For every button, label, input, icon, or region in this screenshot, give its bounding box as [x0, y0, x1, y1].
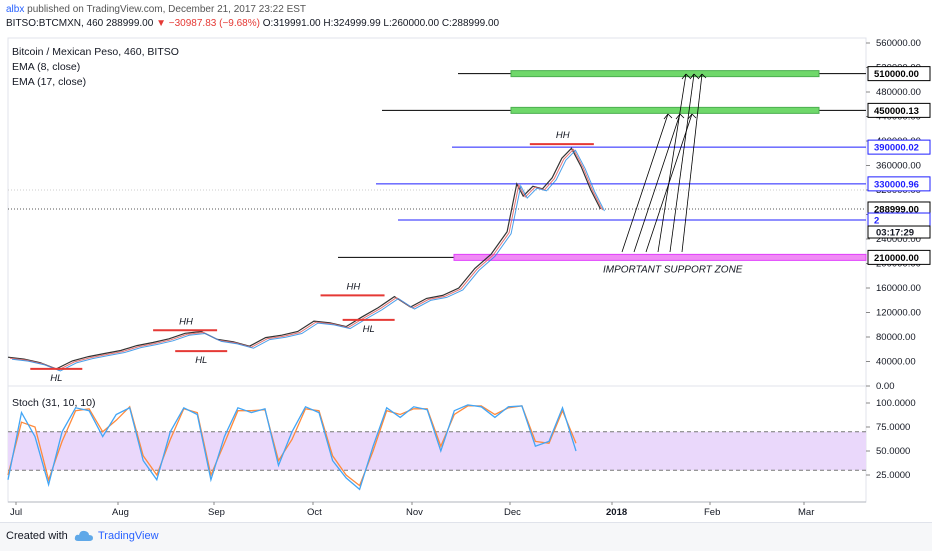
- projection-arrowhead: [697, 73, 707, 80]
- projection-arrow: [633, 113, 681, 253]
- projection-arrowhead: [663, 113, 673, 120]
- swing-label-hh: HH: [556, 130, 570, 141]
- price-tag-label: 210000.00: [874, 253, 919, 264]
- stoch-d-line: [7, 405, 577, 487]
- swing-label-hl: HL: [195, 355, 207, 366]
- publish-info: albx published on TradingView.com, Decem…: [6, 4, 306, 15]
- target-zone-upper: [510, 70, 820, 78]
- time-axis-label: 2018: [606, 507, 627, 518]
- price-axis-label: 240000.00: [876, 234, 921, 245]
- price-axis-label: 480000.00: [876, 87, 921, 98]
- price-tag-label: 330000.96: [874, 179, 919, 190]
- price-tag-box: [867, 249, 931, 265]
- down-arrow-icon: ▼: [156, 18, 166, 29]
- price-axis-label: 360000.00: [876, 161, 921, 172]
- price-axis-label: 0.00: [876, 381, 895, 392]
- published-text: published on TradingView.com, December 2…: [27, 4, 307, 15]
- projection-arrow: [657, 73, 687, 253]
- quote-bar: BITSO:BTCMXN, 460 288999.00 ▼ −30987.83 …: [6, 18, 499, 29]
- price-axis-label: 40000.00: [876, 357, 916, 368]
- footer-bar: Created with TradingView: [0, 522, 932, 551]
- low-value: L:260000.00: [383, 18, 440, 29]
- symbol-label: BITSO:BTCMXN, 460: [6, 18, 104, 29]
- close-value: C:288999.00: [441, 18, 500, 29]
- price-line: [7, 147, 602, 370]
- stoch-legend[interactable]: Stoch (31, 10, 10): [12, 397, 96, 409]
- price-tag-box: [867, 176, 931, 192]
- time-axis-label: Jul: [10, 507, 22, 518]
- high-value: H:324999.99: [323, 18, 381, 29]
- stoch-axis-label: 25.0000: [876, 470, 910, 481]
- price-tag-label: 450000.13: [874, 106, 919, 117]
- price-axis-label: 560000.00: [876, 38, 921, 49]
- swing-label-hh: HH: [179, 316, 193, 327]
- price-tag-label: 390000.02: [874, 143, 919, 154]
- change-value: −30987.83 (−9.68%): [168, 18, 260, 29]
- author-link[interactable]: albx: [6, 4, 25, 15]
- stoch-axis-label: 75.0000: [876, 422, 910, 433]
- ema17-legend[interactable]: EMA (17, close): [12, 76, 87, 88]
- price-pane-frame: [7, 37, 867, 387]
- price-tag-label: 2: [874, 216, 879, 227]
- swing-label-hh: HH: [347, 281, 361, 292]
- swing-label-hl: HL: [363, 324, 375, 335]
- price-tag-label: 288999.00: [874, 204, 919, 215]
- time-axis-label: Mar: [798, 507, 814, 518]
- stoch-k-line: [7, 404, 577, 491]
- price-axis-label: 160000.00: [876, 283, 921, 294]
- created-with-label: Created with: [6, 530, 68, 542]
- tradingview-cloud-icon: [74, 530, 93, 541]
- open-value: O:319991.00: [262, 18, 321, 29]
- time-axis-label: Sep: [208, 507, 225, 518]
- time-axis-label: Feb: [704, 507, 720, 518]
- target-zone-lower: [510, 106, 820, 114]
- chart-canvas[interactable]: 560000.00520000.00480000.00440000.004000…: [0, 0, 932, 522]
- swing-label-hl: HL: [50, 373, 62, 384]
- stoch-axis-label: 100.0000: [876, 398, 916, 409]
- projection-arrow: [669, 73, 695, 253]
- stoch-axis-label: 50.0000: [876, 446, 910, 457]
- countdown-box: [867, 225, 931, 239]
- price-axis-label: 80000.00: [876, 332, 916, 343]
- projection-arrowhead: [687, 113, 697, 120]
- projection-arrowhead: [681, 73, 691, 80]
- price-tag-label: 510000.00: [874, 69, 919, 80]
- projection-arrow: [681, 73, 703, 253]
- support-zone-label: IMPORTANT SUPPORT ZONE: [603, 264, 743, 275]
- price-tag-box: [867, 66, 931, 82]
- ema8-legend[interactable]: EMA (8, close): [12, 61, 81, 73]
- time-axis-label: Dec: [504, 507, 521, 518]
- time-axis-label: Oct: [307, 507, 322, 518]
- time-axis-label: Aug: [112, 507, 129, 518]
- price-tag-box: [867, 102, 931, 118]
- projection-arrowhead: [689, 73, 699, 80]
- price-tag-box: [867, 139, 931, 155]
- ema17-line: [11, 149, 605, 372]
- countdown-label: 03:17:29: [876, 228, 914, 239]
- chart-title[interactable]: Bitcoin / Mexican Peso, 460, BITSO: [12, 46, 179, 58]
- ema8-line: [9, 148, 603, 371]
- last-price-value: 288999.00: [106, 18, 154, 29]
- projection-arrow: [621, 113, 669, 253]
- price-axis-label: 120000.00: [876, 308, 921, 319]
- time-axis-label: Nov: [406, 507, 423, 518]
- support-zone-band: [453, 253, 867, 261]
- tradingview-link[interactable]: TradingView: [98, 530, 159, 542]
